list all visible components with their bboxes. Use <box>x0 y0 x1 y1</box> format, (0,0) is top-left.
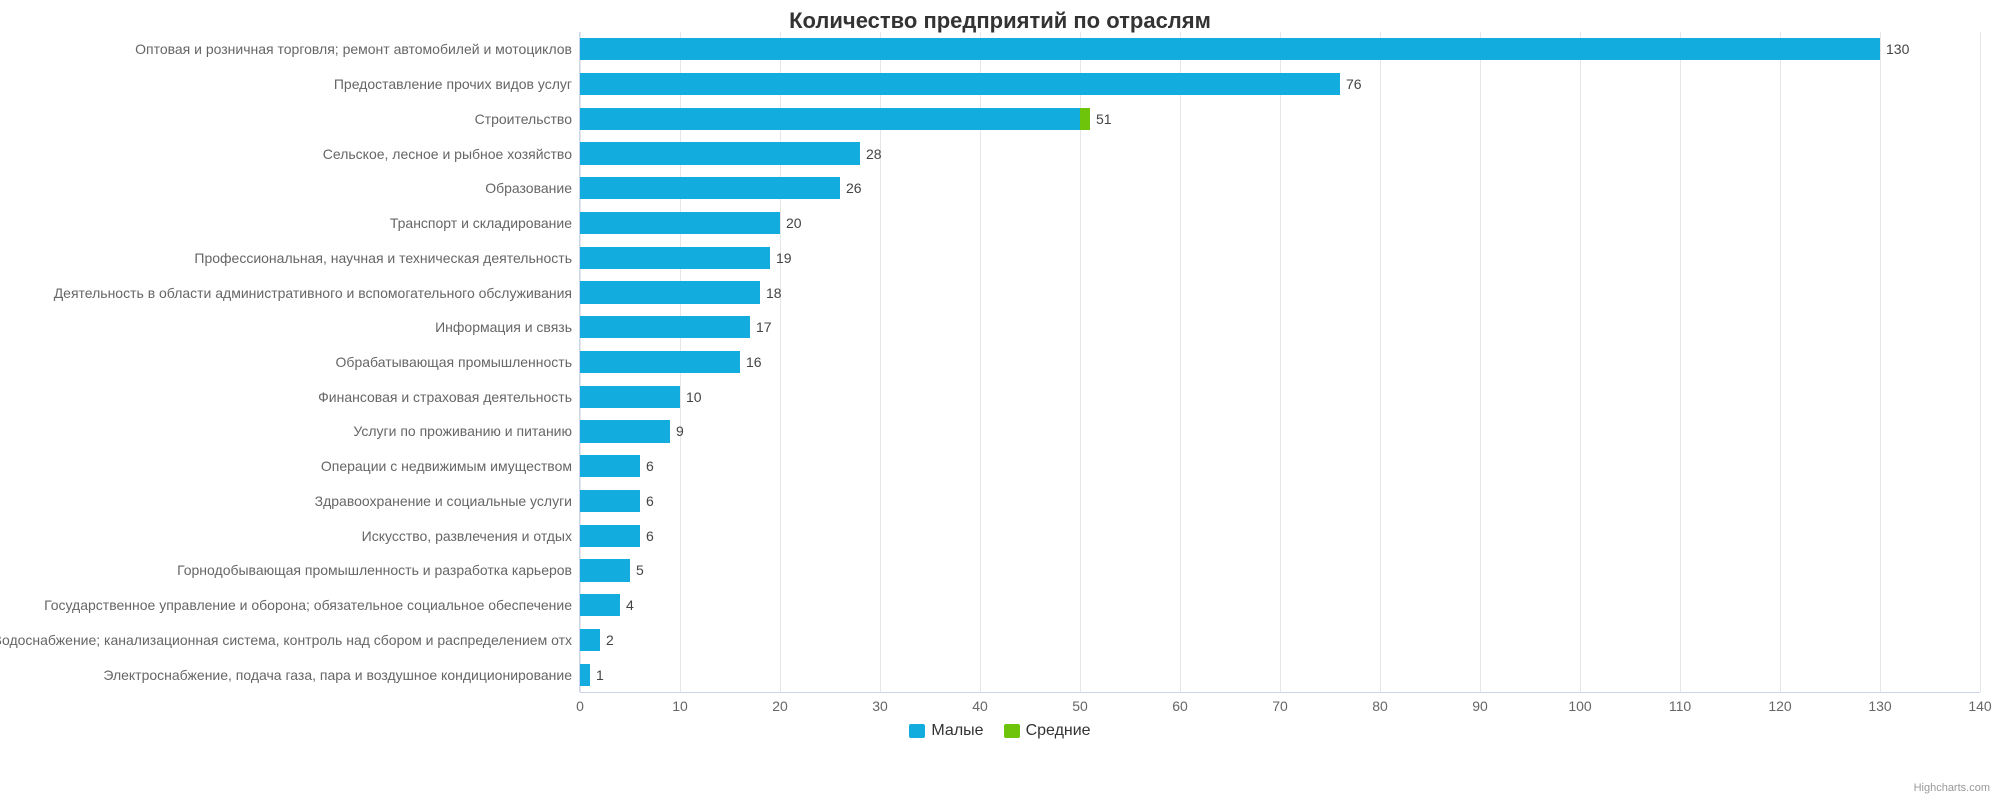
y-tick-label: Транспорт и складирование <box>390 215 572 231</box>
bar-segment[interactable] <box>580 629 600 651</box>
y-tick-label: Электроснабжение, подача газа, пара и во… <box>103 667 572 683</box>
gridline <box>1580 32 1581 692</box>
y-tick-label: Водоснабжение; канализационная система, … <box>2 632 572 648</box>
bar-segment[interactable] <box>580 386 680 408</box>
y-tick-label: Горнодобывающая промышленность и разрабо… <box>177 562 572 578</box>
bar-value-label: 6 <box>646 458 654 474</box>
legend: Малые Средние <box>0 722 2000 743</box>
y-tick-label: Государственное управление и оборона; об… <box>44 597 572 613</box>
bar-segment[interactable] <box>580 351 740 373</box>
bar-segment[interactable] <box>580 247 770 269</box>
gridline <box>1380 32 1381 692</box>
x-tick-label: 130 <box>1868 698 1891 714</box>
bar-segment[interactable] <box>580 73 1340 95</box>
y-tick-label: Финансовая и страховая деятельность <box>318 389 572 405</box>
gridline <box>980 32 981 692</box>
gridline <box>1180 32 1181 692</box>
bar-value-label: 51 <box>1096 111 1112 127</box>
x-axis-line <box>580 692 1980 693</box>
bar-segment[interactable] <box>580 38 1880 60</box>
bar-segment[interactable] <box>580 281 760 303</box>
bar-segment[interactable] <box>580 142 860 164</box>
gridline <box>1280 32 1281 692</box>
bar-segment[interactable] <box>580 525 640 547</box>
bar-segment[interactable] <box>580 490 640 512</box>
x-tick-label: 60 <box>1172 698 1188 714</box>
bar-segment[interactable] <box>1080 108 1090 130</box>
bar-segment[interactable] <box>580 559 630 581</box>
bar-value-label: 9 <box>676 423 684 439</box>
bar-value-label: 5 <box>636 562 644 578</box>
y-tick-label: Искусство, развлечения и отдых <box>362 528 572 544</box>
legend-swatch <box>909 724 925 738</box>
x-tick-label: 80 <box>1372 698 1388 714</box>
legend-label: Малые <box>931 722 983 740</box>
y-tick-label: Здравоохранение и социальные услуги <box>315 493 572 509</box>
x-tick-label: 50 <box>1072 698 1088 714</box>
bar-segment[interactable] <box>580 177 840 199</box>
y-tick-label: Образование <box>485 180 572 196</box>
bar-value-label: 19 <box>776 250 792 266</box>
gridline <box>1880 32 1881 692</box>
bar-segment[interactable] <box>580 664 590 686</box>
bar-value-label: 1 <box>596 667 604 683</box>
x-tick-label: 0 <box>576 698 584 714</box>
y-tick-label: Операции с недвижимым имуществом <box>321 458 572 474</box>
x-tick-label: 10 <box>672 698 688 714</box>
legend-item[interactable]: Малые <box>909 722 983 740</box>
bar-value-label: 6 <box>646 528 654 544</box>
bar-value-label: 4 <box>626 597 634 613</box>
y-tick-label: Деятельность в области административного… <box>54 285 572 301</box>
x-tick-label: 20 <box>772 698 788 714</box>
credits-link[interactable]: Highcharts.com <box>1914 782 1990 794</box>
bar-segment[interactable] <box>580 594 620 616</box>
y-tick-label: Обрабатывающая промышленность <box>336 354 572 370</box>
bar-value-label: 20 <box>786 215 802 231</box>
y-tick-label: Строительство <box>475 111 572 127</box>
x-tick-label: 100 <box>1568 698 1591 714</box>
bar-value-label: 10 <box>686 389 702 405</box>
x-tick-label: 40 <box>972 698 988 714</box>
legend-item[interactable]: Средние <box>1004 722 1091 740</box>
y-tick-label: Информация и связь <box>435 319 572 335</box>
gridline <box>1680 32 1681 692</box>
gridline <box>1080 32 1081 692</box>
y-tick-label: Предоставление прочих видов услуг <box>334 76 572 92</box>
gridline <box>880 32 881 692</box>
gridline <box>1780 32 1781 692</box>
plot-area: 0102030405060708090100110120130140130765… <box>580 32 1980 692</box>
bar-value-label: 6 <box>646 493 654 509</box>
bar-value-label: 2 <box>606 632 614 648</box>
legend-label: Средние <box>1026 722 1091 740</box>
bar-value-label: 17 <box>756 319 772 335</box>
bar-segment[interactable] <box>580 455 640 477</box>
gridline <box>780 32 781 692</box>
bar-segment[interactable] <box>580 212 780 234</box>
y-tick-label: Услуги по проживанию и питанию <box>353 423 572 439</box>
y-tick-label: Профессиональная, научная и техническая … <box>194 250 572 266</box>
y-tick-label: Сельское, лесное и рыбное хозяйство <box>323 146 572 162</box>
bar-value-label: 130 <box>1886 41 1909 57</box>
x-tick-label: 30 <box>872 698 888 714</box>
y-tick-label: Оптовая и розничная торговля; ремонт авт… <box>135 41 572 57</box>
bar-value-label: 76 <box>1346 76 1362 92</box>
bar-segment[interactable] <box>580 420 670 442</box>
bar-value-label: 28 <box>866 146 882 162</box>
bar-value-label: 18 <box>766 285 782 301</box>
x-tick-label: 90 <box>1472 698 1488 714</box>
x-tick-label: 110 <box>1669 698 1691 714</box>
bar-segment[interactable] <box>580 316 750 338</box>
gridline <box>1980 32 1981 692</box>
x-tick-label: 70 <box>1272 698 1288 714</box>
bar-value-label: 26 <box>846 180 862 196</box>
bar-segment[interactable] <box>580 108 1080 130</box>
chart-title: Количество предприятий по отраслям <box>0 0 2000 34</box>
gridline <box>1480 32 1481 692</box>
x-tick-label: 140 <box>1968 698 1991 714</box>
legend-swatch <box>1004 724 1020 738</box>
x-tick-label: 120 <box>1768 698 1791 714</box>
bar-value-label: 16 <box>746 354 762 370</box>
